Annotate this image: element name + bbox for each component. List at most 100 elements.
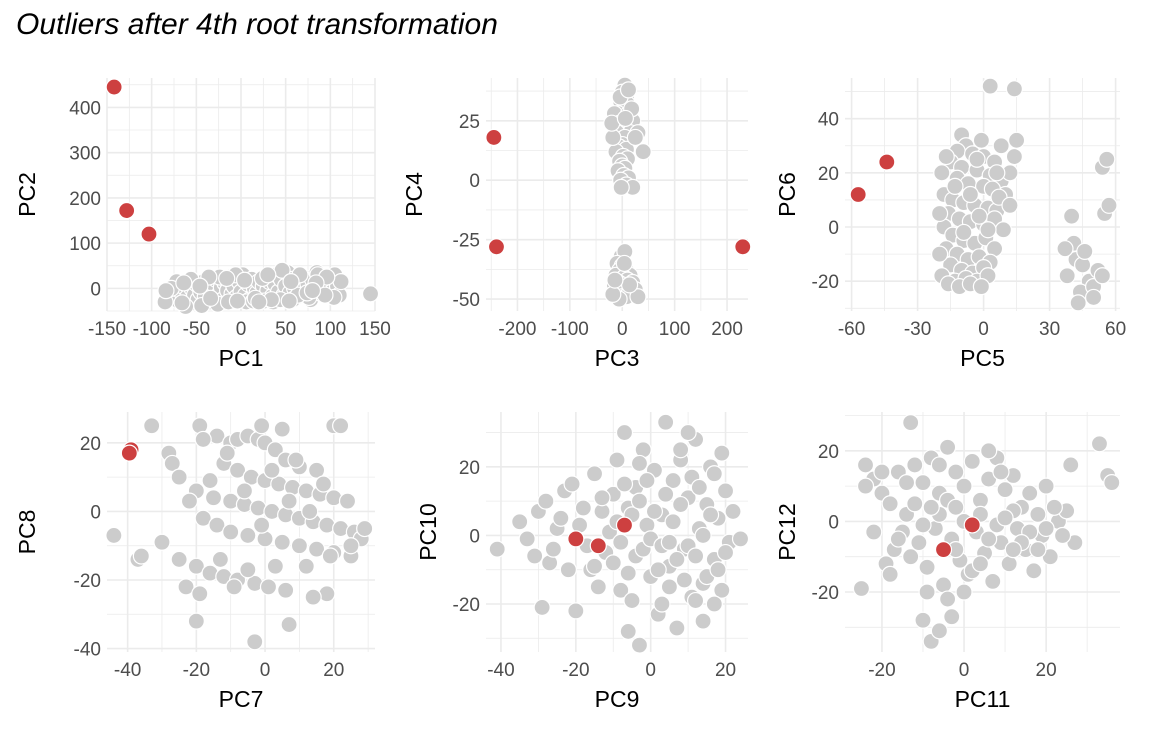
data-point [612,178,630,196]
data-point [968,150,986,168]
panel-3: -60 -30 0 30 60 -20 0 20 40 PC5 PC6 [774,77,1126,371]
data-point [709,561,727,579]
data-point [955,583,973,601]
y-tick-label: 0 [828,512,839,533]
data-point [972,278,991,296]
y-tick-label: -20 [453,595,480,616]
data-point [1004,541,1022,559]
x-tick-label: 20 [715,660,736,681]
data-point [881,565,899,583]
data-point [488,540,506,558]
data-point [253,417,271,435]
data-point [679,423,697,442]
data-point [1005,80,1024,98]
data-point [526,547,544,565]
data-point [1025,562,1043,580]
x-tick-label: 100 [314,319,346,340]
outlier-point [487,238,506,256]
y-tick-label: 0 [469,526,480,547]
x-tick-label: 30 [1039,319,1060,340]
data-point [972,131,991,149]
data-point [852,579,871,598]
data-point [619,622,637,641]
data-point [705,465,723,483]
data-point [992,137,1010,155]
data-point [664,471,682,490]
data-point [228,461,247,479]
data-point [686,547,705,565]
y-tick-label: 0 [90,502,101,523]
data-point [1007,131,1026,149]
data-point [996,509,1014,527]
data-point [653,595,671,613]
data-point [943,608,961,626]
data-point [947,463,965,481]
data-point [559,561,577,579]
data-point [1001,196,1019,214]
data-point [705,595,723,613]
data-point [1062,207,1081,225]
y-tick-label: 20 [459,458,480,479]
y-tick-label: -20 [812,583,839,604]
x-tick-label: -40 [114,660,141,681]
data-point [946,177,964,195]
x-tick-label: 200 [711,319,743,340]
data-point [981,77,999,95]
data-point [1058,267,1076,285]
data-point [955,477,973,495]
data-point [563,475,581,493]
data-point [1045,498,1063,516]
panel-5: -40 -20 0 20 -20 0 20 PC9 PC10 [415,412,750,712]
data-point [902,413,920,432]
data-point [280,615,298,634]
data-point [608,451,626,469]
data-point [701,506,720,524]
y-tick-label: -20 [74,571,101,592]
data-point [629,288,647,306]
data-point [342,537,360,555]
y-tick-label: 0 [469,171,480,192]
data-point [287,451,305,469]
data-point [290,537,309,555]
data-point [668,619,686,637]
data-point [177,578,195,596]
data-point [280,292,298,310]
data-point [235,482,254,500]
data-point [933,164,951,182]
data-point [253,516,271,534]
y-tick-label: 200 [69,189,101,210]
data-point [266,557,284,575]
y-tick-label: -20 [812,272,839,293]
data-point [910,533,928,552]
data-point [616,109,634,128]
data-point [630,636,649,654]
data-point [1093,267,1112,285]
x-tick-label: 0 [236,319,247,340]
data-point [157,282,175,300]
data-point [686,591,705,610]
data-point [204,489,223,507]
outlier-point [120,444,138,462]
data-point [1090,435,1109,453]
data-point [645,502,664,521]
data-point [567,602,585,620]
data-point [593,489,611,507]
data-point [918,558,936,576]
x-tick-label: 0 [617,319,628,340]
y-tick-label: -50 [453,290,480,311]
data-point [634,143,652,161]
data-point [660,578,679,596]
data-point [716,543,735,562]
y-axis-title: PC6 [774,172,800,217]
data-point [574,499,592,517]
data-point [307,461,326,479]
data-point [218,444,236,462]
data-point [615,254,633,273]
data-point [280,492,298,510]
data-point [604,285,622,303]
data-point [906,456,924,474]
x-tick-label: -200 [498,319,536,340]
data-point [163,454,181,473]
data-point [881,495,899,513]
data-point [961,185,980,204]
